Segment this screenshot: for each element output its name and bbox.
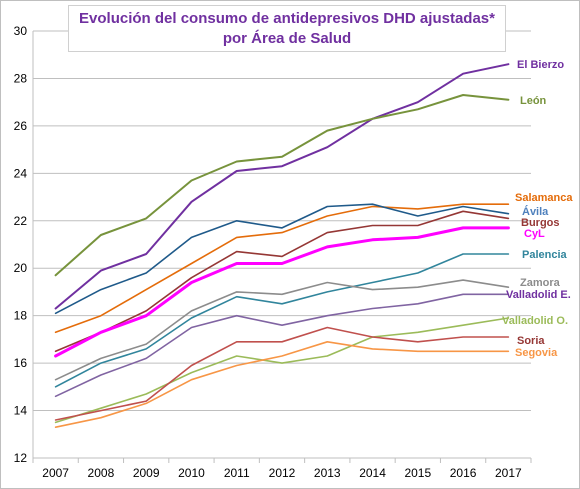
y-tick-label: 24: [14, 166, 28, 180]
y-tick-label: 22: [14, 214, 28, 228]
y-tick-label: 18: [14, 309, 28, 323]
x-tick-label: 2013: [314, 466, 341, 480]
series-line-valladolid-o-: [54, 317, 510, 424]
y-axis-ticks: 12 14 16 18 20 22 24 26 28 30: [14, 24, 28, 465]
chart-title: Evolución del consumo de antidepresivos …: [79, 10, 495, 27]
x-axis-ticks: 2007 2008 2009 2010 2011 2012 2013 2014 2015 2016…: [32, 458, 532, 480]
y-tick-label: 30: [14, 24, 28, 38]
series-line-palencia: [54, 253, 510, 388]
series-lines: [54, 63, 510, 429]
y-tick-label: 28: [14, 71, 28, 85]
series-label-león: León: [520, 95, 547, 107]
series-label-salamanca: Salamanca: [515, 192, 573, 204]
y-tick-label: 16: [14, 356, 28, 370]
series-line--vila: [54, 203, 510, 315]
series-label-segovia: Segovia: [515, 347, 558, 359]
y-tick-label: 12: [14, 451, 28, 465]
series-line-soria: [54, 326, 510, 421]
y-tick-label: 20: [14, 261, 28, 275]
series-line-le-n: [54, 94, 510, 277]
series-label-cyl: CyL: [524, 228, 545, 240]
series-line-burgos: [54, 210, 510, 353]
x-tick-label: 2008: [88, 466, 115, 480]
series-line-zamora: [54, 279, 510, 381]
series-label-valladolid-o-: Valladolid O.: [502, 315, 568, 327]
series-line-cyl: [54, 226, 510, 358]
y-tick-label: 26: [14, 119, 28, 133]
series-label-soria: Soria: [517, 335, 545, 347]
chart-title-box: Evolución del consumo de antidepresivos …: [68, 5, 506, 52]
x-tick-label: 2017: [495, 466, 522, 480]
series-label-valladolid-e-: Valladolid E.: [506, 289, 571, 301]
series-line-el-bierzo: [54, 63, 510, 310]
series-line-segovia: [54, 340, 510, 429]
chart-subtitle: por Área de Salud: [222, 30, 352, 47]
series-label-palencia: Palencia: [522, 249, 568, 261]
x-tick-label: 2015: [404, 466, 431, 480]
gridlines: [32, 30, 531, 459]
series-label-ávila: Ávila: [522, 205, 549, 218]
series-line-valladolid-e-: [54, 293, 510, 398]
x-tick-label: 2009: [133, 466, 160, 480]
series-label-el-bierzo: El Bierzo: [517, 59, 564, 71]
x-tick-label: 2007: [42, 466, 69, 480]
x-tick-label: 2016: [450, 466, 477, 480]
series-label-zamora: Zamora: [520, 277, 561, 289]
series-line-salamanca: [54, 203, 510, 334]
series-label-burgos: Burgos: [521, 217, 560, 229]
x-tick-label: 2011: [224, 466, 250, 480]
x-tick-label: 2012: [269, 466, 296, 480]
x-tick-label: 2014: [359, 466, 386, 480]
y-tick-label: 14: [14, 404, 28, 418]
x-tick-label: 2010: [178, 466, 205, 480]
